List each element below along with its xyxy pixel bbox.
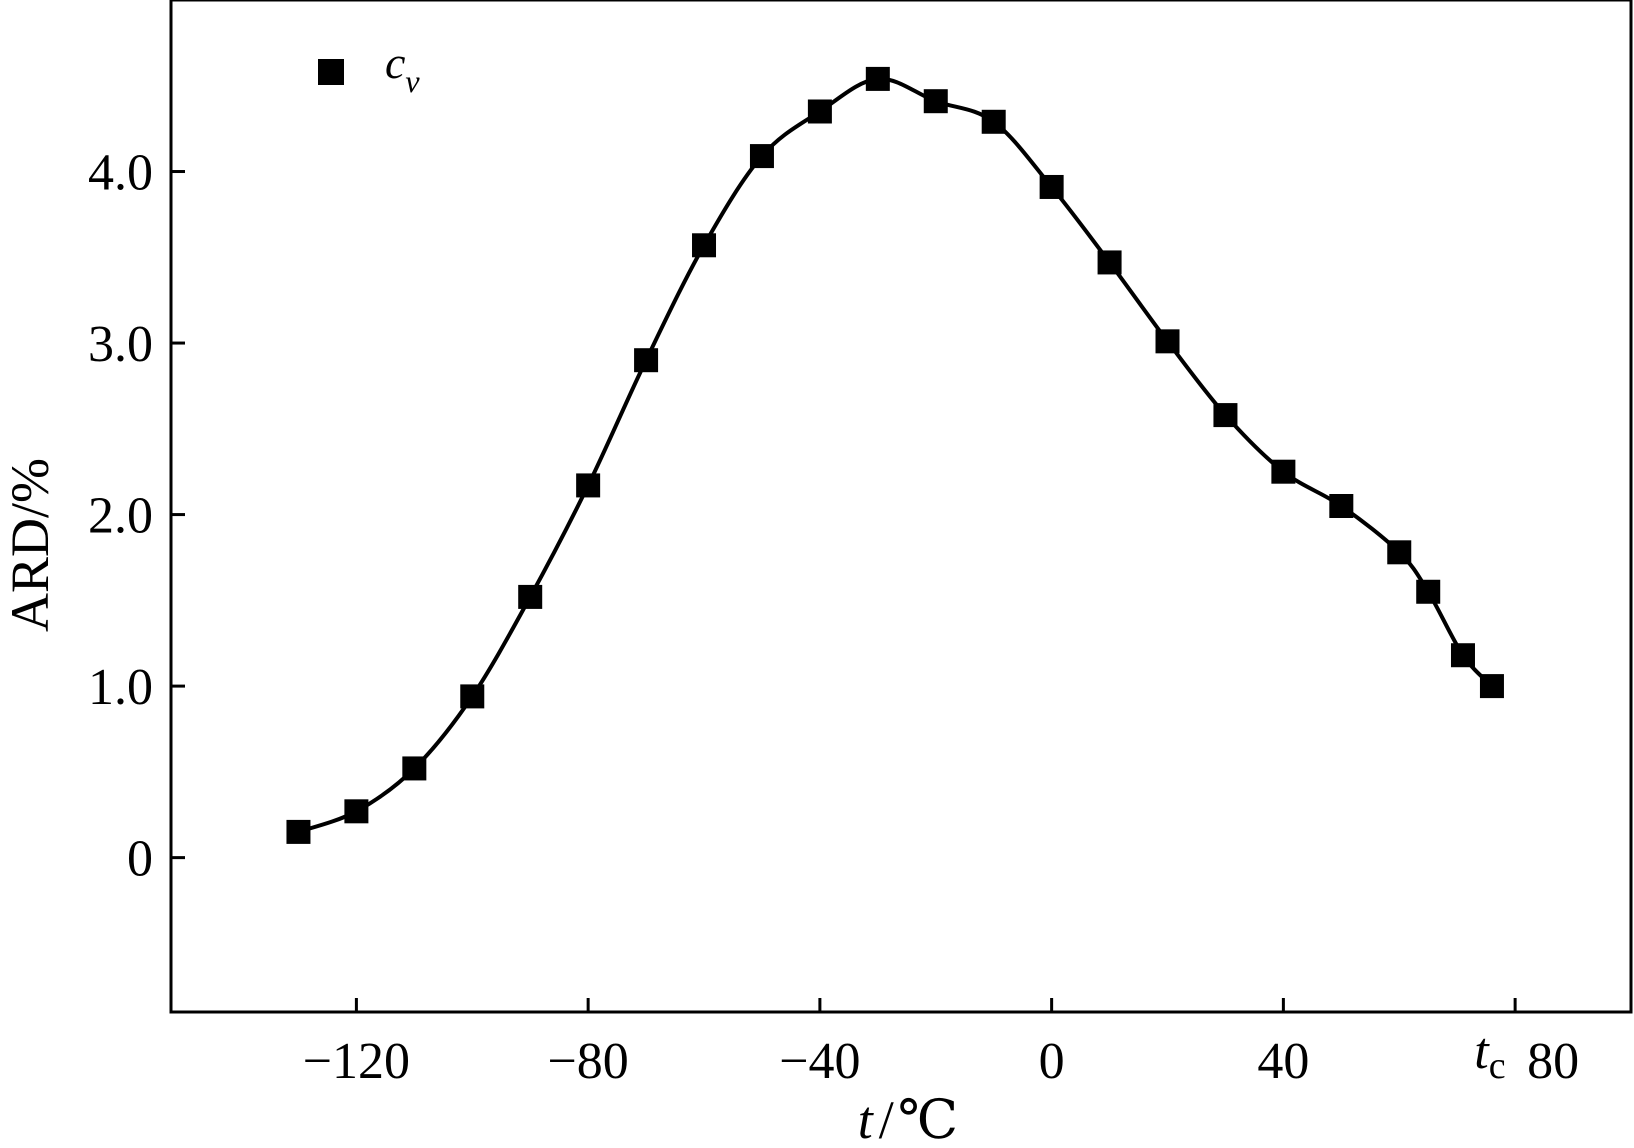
data-point xyxy=(1213,403,1238,428)
x-tick-label: 80 xyxy=(1527,1033,1579,1090)
x-tick-label: −120 xyxy=(303,1033,410,1090)
data-point xyxy=(807,99,832,124)
data-point xyxy=(923,89,948,114)
y-tick-label: 0 xyxy=(127,831,153,888)
y-tick-label: 3.0 xyxy=(88,316,153,373)
legend-marker xyxy=(318,59,344,85)
data-point xyxy=(1271,459,1296,484)
data-point xyxy=(1416,579,1441,604)
y-tick-label: 1.0 xyxy=(88,659,153,716)
data-point xyxy=(286,819,311,844)
legend-label: cv xyxy=(385,37,420,99)
series-markers-cv xyxy=(286,66,1504,844)
data-point xyxy=(692,233,717,258)
data-point xyxy=(865,66,890,91)
data-point xyxy=(1450,643,1475,668)
series-line-cv xyxy=(297,76,1494,834)
critical-temperature-label: tc xyxy=(1474,1023,1505,1087)
data-point xyxy=(402,756,427,781)
data-point xyxy=(460,684,485,709)
y-tick-label: 2.0 xyxy=(88,488,153,545)
x-axis-label: t/℃ xyxy=(858,1090,958,1148)
y-axis-ticks: 0 1.0 2.0 3.0 4.0 xyxy=(88,145,185,888)
data-point xyxy=(1479,674,1504,699)
x-tick-label: −80 xyxy=(547,1033,628,1090)
x-tick-label: −40 xyxy=(779,1033,860,1090)
y-axis-label: ARD/% xyxy=(0,458,60,632)
plot-frame xyxy=(169,0,1633,1014)
data-point xyxy=(1387,540,1412,565)
data-point xyxy=(1039,174,1064,199)
y-tick-label: 4.0 xyxy=(88,145,153,202)
x-axis-ticks: −120 −80 −40 0 40 80 xyxy=(303,998,1579,1090)
x-tick-label: 40 xyxy=(1257,1033,1309,1090)
x-tick-label: 0 xyxy=(1039,1033,1065,1090)
legend: cv xyxy=(318,37,420,99)
data-point xyxy=(1329,494,1354,518)
data-point xyxy=(1155,329,1180,354)
data-point xyxy=(518,584,543,609)
data-point xyxy=(576,473,601,498)
data-point xyxy=(981,109,1006,134)
data-point xyxy=(344,799,369,824)
data-point xyxy=(1097,250,1122,275)
data-point xyxy=(634,348,659,373)
data-point xyxy=(749,144,774,169)
